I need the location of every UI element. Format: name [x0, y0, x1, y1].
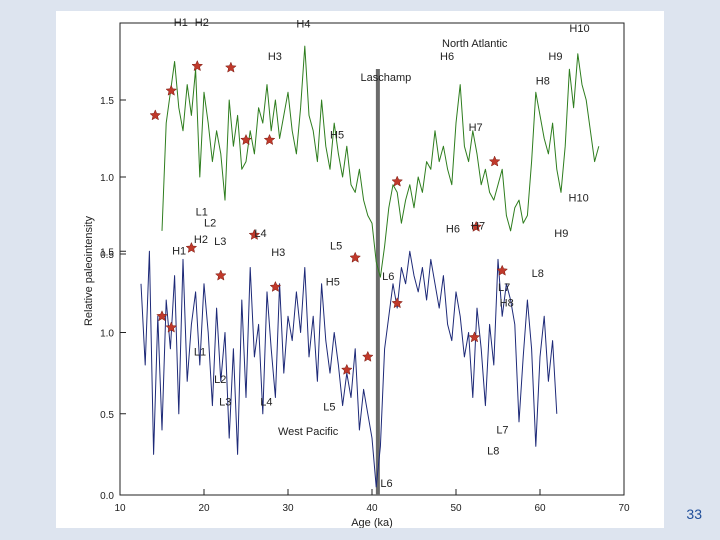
north-atlantic-peak-label: H9 [548, 51, 562, 63]
x-tick-label: 50 [450, 503, 462, 514]
north-atlantic-trough-label: H10 [569, 193, 589, 205]
west-pacific-trough-label: L7 [496, 424, 508, 436]
wp-y-tick-label: 0.0 [100, 491, 114, 502]
page-number: 33 [686, 506, 702, 522]
figure-panel: 0.5 1.0 1.5 0.0 0.5 1.0 1.5 10 20 30 40 50 60 70 La… [56, 11, 664, 528]
west-pacific-star [349, 251, 362, 263]
wp-y-tick-label: 1.5 [100, 247, 114, 258]
west-pacific-star [269, 280, 282, 292]
north-atlantic-trough-label: H6 [446, 223, 460, 235]
y-axis-title: Relative paleointensity [83, 215, 95, 326]
x-tick-label: 40 [366, 503, 378, 514]
x-tick-label: 70 [618, 503, 630, 514]
x-tick-label: 10 [114, 503, 126, 514]
north-atlantic-series-line [161, 45, 600, 278]
north-atlantic-peak-label: H8 [536, 76, 550, 88]
west-pacific-star [468, 331, 481, 343]
north-atlantic-peak-label: H4 [296, 19, 310, 31]
west-pacific-star [340, 363, 353, 375]
west-pacific-stars [156, 220, 509, 375]
north-atlantic-star [149, 109, 162, 121]
north-atlantic-star [488, 155, 501, 167]
north-atlantic-trough-label: L6 [382, 271, 394, 283]
x-tick-label: 20 [198, 503, 210, 514]
west-pacific-star [391, 297, 404, 309]
west-pacific-series-line [140, 250, 558, 488]
north-atlantic-star [391, 175, 404, 187]
west-pacific-peak-label: H5 [326, 276, 340, 288]
north-atlantic-star [263, 133, 276, 146]
x-axis-ticks: 10 20 30 40 50 60 70 [114, 489, 630, 514]
north-atlantic-star [165, 84, 178, 96]
na-y-tick-label: 1.5 [100, 96, 114, 107]
north-atlantic-peak-label: H1 [174, 17, 188, 29]
north-atlantic-trough-label: L2 [204, 217, 216, 229]
west-pacific-peak-label: H1 [172, 246, 186, 258]
west-pacific-trough-label: L4 [260, 397, 272, 409]
wp-y-tick-label: 0.5 [100, 410, 114, 421]
west-pacific-star [496, 264, 509, 276]
west-pacific-star [165, 321, 178, 333]
west-pacific-trough-label: L6 [380, 478, 392, 490]
west-pacific-trough-label: L2 [214, 374, 226, 386]
north-atlantic-trough-label: L5 [330, 240, 342, 252]
west-pacific-star [248, 228, 261, 240]
laschamp-bar [375, 69, 380, 495]
north-atlantic-panel-label: North Atlantic [442, 38, 508, 50]
west-pacific-peak-label: H8 [500, 298, 514, 310]
x-axis-title: Age (ka) [351, 517, 393, 528]
north-atlantic-peak-label: H2 [195, 17, 209, 29]
north-atlantic-peak-label: H7 [469, 122, 483, 134]
na-y-tick-label: 0.5 [100, 250, 114, 261]
laschamp-label: Laschamp [360, 72, 411, 84]
x-tick-label: 60 [534, 503, 546, 514]
north-atlantic-peak-label: H3 [268, 51, 282, 63]
west-pacific-peak-label: H2 [194, 234, 208, 246]
west-pacific-panel-label: West Pacific [278, 426, 339, 438]
west-pacific-star [156, 310, 168, 322]
north-atlantic-star [224, 61, 237, 73]
na-y-tick-label: 1.0 [100, 173, 114, 184]
wp-y-tick-label: 1.0 [100, 329, 114, 340]
west-pacific-trough-label: L1 [194, 346, 206, 358]
north-atlantic-peak-label: H10 [569, 23, 589, 35]
north-atlantic-trough-label: L3 [214, 236, 226, 248]
west-pacific-trough-label: L5 [323, 402, 335, 414]
north-atlantic-y-ticks: 0.5 1.0 1.5 [100, 96, 126, 261]
north-atlantic-trough-label: H7 [471, 220, 485, 232]
north-atlantic-trough-label: L7 [498, 282, 510, 294]
west-pacific-star [185, 241, 198, 253]
west-pacific-star [470, 220, 483, 232]
north-atlantic-trough-label: H9 [554, 228, 568, 240]
paleointensity-chart: 0.5 1.0 1.5 0.0 0.5 1.0 1.5 10 20 30 40 50 60 70 La… [83, 17, 630, 528]
west-pacific-star [361, 350, 374, 362]
north-atlantic-trough-label: L1 [196, 207, 208, 219]
west-pacific-peak-label: H3 [271, 247, 285, 259]
north-atlantic-trough-label: L8 [532, 268, 544, 280]
west-pacific-y-ticks: 0.0 0.5 1.0 1.5 [100, 247, 126, 502]
north-atlantic-stars [149, 59, 501, 187]
west-pacific-trough-label: L3 [219, 397, 231, 409]
north-atlantic-trough-label: L4 [254, 228, 266, 240]
x-tick-label: 30 [282, 503, 294, 514]
west-pacific-star [214, 269, 227, 281]
north-atlantic-star [191, 59, 204, 72]
plot-frame [119, 22, 625, 496]
north-atlantic-star [240, 133, 252, 146]
west-pacific-trough-label: L8 [487, 445, 499, 457]
north-atlantic-peak-label: H5 [330, 130, 344, 142]
north-atlantic-peak-label: H6 [440, 51, 454, 63]
